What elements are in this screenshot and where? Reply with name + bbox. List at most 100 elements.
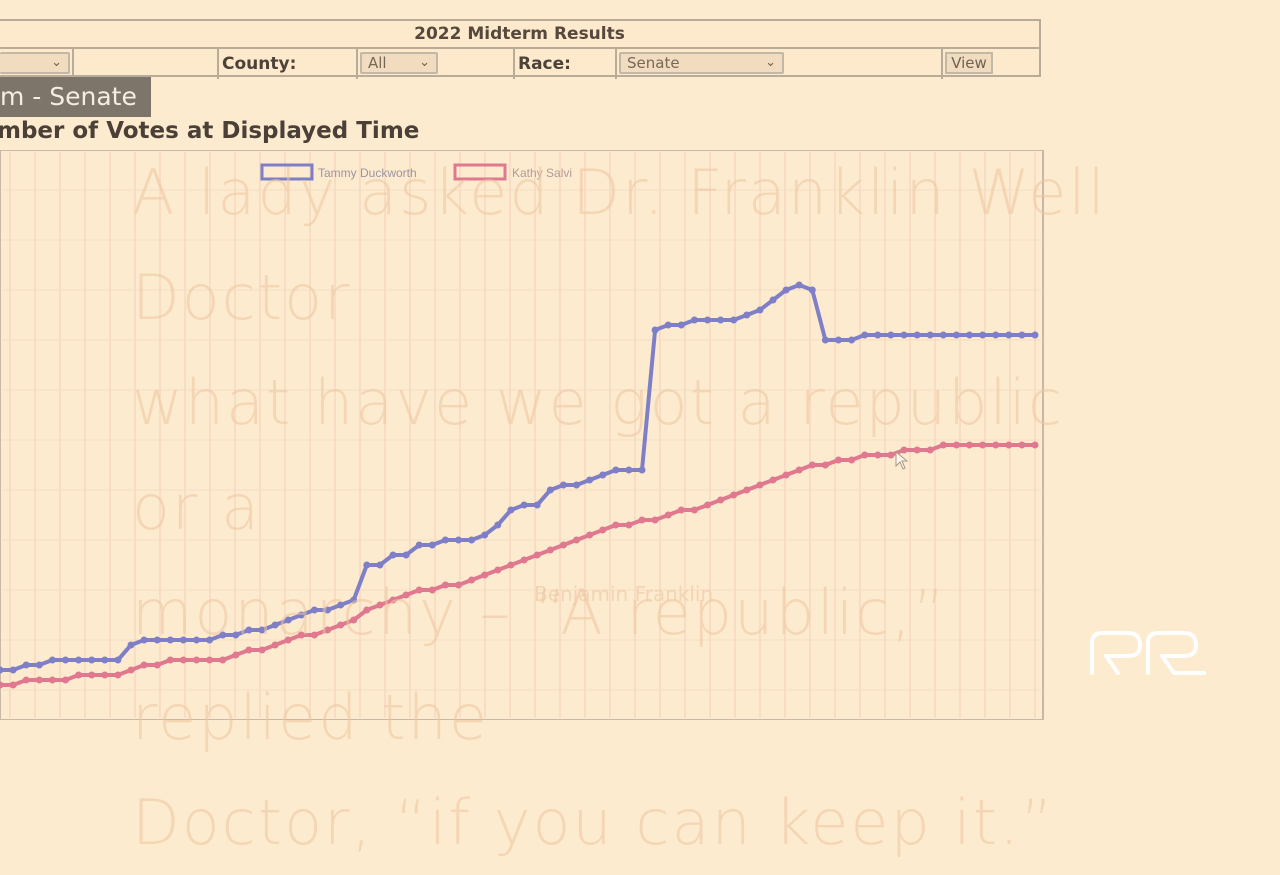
- data-point: [599, 471, 607, 479]
- data-point: [664, 511, 672, 519]
- data-point: [1005, 331, 1013, 339]
- data-point: [861, 451, 869, 459]
- data-point: [874, 451, 882, 459]
- data-point: [193, 636, 200, 644]
- data-point: [297, 631, 305, 639]
- data-point: [166, 656, 174, 664]
- data-point: [887, 451, 895, 459]
- data-point: [717, 316, 725, 324]
- data-point: [468, 536, 476, 544]
- votes-line-chart: Tammy Duckworth Kathy Salvi: [0, 150, 1044, 720]
- data-point: [193, 656, 200, 664]
- data-point: [62, 656, 69, 664]
- legend-label-salvi: Kathy Salvi: [512, 166, 572, 180]
- data-point: [625, 466, 633, 474]
- data-point: [730, 316, 738, 324]
- data-point: [376, 561, 384, 569]
- data-point: [310, 631, 318, 639]
- data-point: [153, 636, 161, 644]
- data-point: [900, 446, 908, 454]
- data-point: [481, 531, 489, 539]
- data-point: [586, 476, 594, 484]
- data-point: [0, 681, 4, 689]
- chevron-down-icon: ⌄: [765, 55, 776, 70]
- data-point: [704, 501, 711, 509]
- data-point: [114, 671, 122, 679]
- quote-line-2: what have we got a republic or a: [132, 366, 1065, 544]
- data-point: [219, 656, 227, 664]
- data-point: [612, 521, 620, 529]
- data-point: [664, 321, 672, 329]
- data-point: [861, 331, 869, 339]
- data-point: [0, 666, 4, 674]
- legend-label-duckworth: Tammy Duckworth: [318, 166, 417, 180]
- data-point: [1018, 331, 1026, 339]
- data-point: [690, 316, 698, 324]
- data-point: [1031, 441, 1039, 449]
- data-point: [835, 456, 842, 464]
- data-point: [494, 566, 502, 574]
- data-point: [324, 606, 331, 614]
- data-point: [573, 481, 580, 489]
- data-point: [101, 656, 109, 664]
- data-point: [297, 611, 305, 619]
- data-point: [245, 646, 253, 654]
- data-point: [75, 671, 83, 679]
- data-point: [939, 441, 947, 449]
- data-point: [952, 441, 960, 449]
- data-point: [324, 626, 331, 634]
- data-point: [507, 561, 515, 569]
- data-point: [795, 281, 803, 289]
- view-button[interactable]: View: [945, 52, 993, 74]
- data-point: [848, 456, 856, 464]
- data-point: [821, 461, 829, 469]
- data-point: [179, 636, 187, 644]
- data-point: [913, 331, 921, 339]
- data-point: [638, 466, 646, 474]
- data-point: [127, 666, 135, 674]
- view-cell: View: [943, 49, 1039, 79]
- data-point: [22, 661, 30, 669]
- data-point: [874, 331, 882, 339]
- data-point: [441, 581, 449, 589]
- data-point: [546, 486, 554, 494]
- data-point: [389, 551, 397, 559]
- data-point: [743, 486, 751, 494]
- data-point: [782, 471, 790, 479]
- state-select[interactable]: ⌄: [0, 52, 70, 74]
- data-point: [75, 656, 83, 664]
- county-select-value: All: [368, 54, 387, 72]
- data-point: [756, 481, 764, 489]
- data-point: [415, 586, 423, 594]
- data-point: [337, 601, 345, 609]
- quote-line-4: Doctor, “if you can keep it.”: [132, 786, 1055, 859]
- data-point: [166, 636, 174, 644]
- form-title: 2022 Midterm Results: [0, 21, 1039, 49]
- data-point: [638, 516, 646, 524]
- mouse-cursor-icon: [895, 451, 909, 470]
- data-point: [219, 631, 227, 639]
- data-point: [350, 616, 358, 624]
- data-point: [206, 636, 214, 644]
- race-select-value: Senate: [627, 54, 680, 72]
- data-point: [232, 631, 240, 639]
- race-cell: Senate ⌄: [617, 49, 943, 79]
- results-form: 2022 Midterm Results ⌄ County: All ⌄ Rac…: [0, 19, 1041, 79]
- data-point: [533, 501, 541, 509]
- county-cell: All ⌄: [358, 49, 515, 79]
- data-point: [835, 336, 842, 344]
- data-point: [481, 571, 489, 579]
- data-point: [9, 681, 17, 689]
- county-select[interactable]: All ⌄: [360, 52, 438, 74]
- race-select[interactable]: Senate ⌄: [619, 52, 784, 74]
- county-label: County:: [222, 54, 297, 74]
- data-point: [704, 316, 711, 324]
- data-point: [62, 676, 69, 684]
- data-point: [730, 491, 738, 499]
- data-point: [284, 636, 292, 644]
- chevron-down-icon: ⌄: [419, 55, 430, 70]
- data-point: [821, 336, 829, 344]
- data-point: [677, 506, 685, 514]
- data-point: [1005, 441, 1013, 449]
- data-point: [992, 441, 1000, 449]
